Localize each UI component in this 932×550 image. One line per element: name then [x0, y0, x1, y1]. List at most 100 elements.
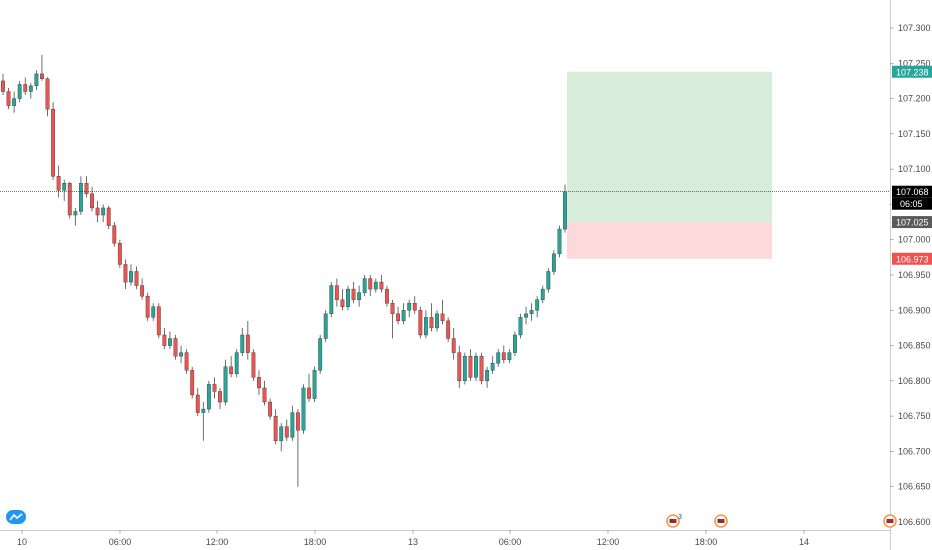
candle — [240, 327, 245, 357]
long-position-zones[interactable] — [567, 71, 772, 259]
candle-body-down — [6, 91, 11, 106]
candle-body-up — [362, 278, 367, 293]
candle-body-up — [474, 355, 478, 378]
candle — [156, 303, 161, 339]
countdown-label: 06:05 — [900, 199, 923, 209]
price-tag-label: 107.238 — [896, 67, 929, 77]
candle — [268, 398, 273, 420]
candle — [535, 296, 540, 318]
x-tick-label: 12:00 — [206, 537, 229, 547]
price-tag-bg — [892, 65, 932, 78]
candle-body-up — [323, 313, 328, 339]
candle-body-up — [168, 338, 172, 346]
candle — [51, 102, 56, 180]
candle — [318, 334, 323, 374]
x-tick-label: 14 — [799, 537, 809, 547]
tradingview-logo[interactable] — [6, 510, 26, 524]
candle-body-up — [535, 299, 540, 311]
time-axis[interactable]: 10 06:00 12:00 18:00 13 06:00 12:00 18:00 14 — [17, 530, 809, 547]
candle-body-up — [17, 84, 22, 99]
candle — [368, 275, 373, 297]
candle — [195, 387, 200, 417]
x-tick-label: 18:00 — [304, 537, 327, 547]
profit-target-zone[interactable] — [567, 71, 772, 223]
candle — [385, 285, 389, 307]
candle-body-down — [273, 415, 278, 442]
candle-body-down — [457, 352, 462, 382]
price-tag-bg — [892, 185, 932, 198]
countdown-tag: 06:05 — [892, 197, 932, 210]
candle — [557, 225, 562, 258]
candle-body-up — [462, 355, 467, 382]
candle-body-down — [251, 352, 256, 378]
candle — [446, 317, 451, 343]
candle-body-down — [184, 352, 189, 371]
candle-body-up — [518, 317, 523, 336]
event-flag-icon[interactable]: 3 — [666, 514, 682, 528]
price-axis[interactable]: 107.300 107.250 107.200 107.150 107.100 107.0… — [890, 23, 931, 527]
candle-body-up — [78, 183, 83, 212]
candle — [140, 278, 145, 300]
candle — [396, 306, 400, 325]
candle — [173, 334, 178, 360]
x-tick-label: 06:00 — [109, 537, 132, 547]
x-tick-label: 10 — [17, 537, 27, 547]
stop-loss-zone[interactable] — [567, 222, 772, 259]
candle-body-down — [145, 295, 150, 318]
candle-body-down — [1, 80, 5, 92]
candle-body-down — [295, 412, 300, 431]
candle-body-up — [546, 271, 551, 290]
candle — [307, 373, 311, 403]
candle — [28, 83, 33, 99]
candle-series — [1, 54, 567, 487]
candle — [312, 366, 317, 403]
candle-body-up — [34, 73, 39, 87]
candle — [423, 310, 428, 339]
flag-stripes — [669, 519, 677, 523]
event-flag-icon[interactable] — [714, 514, 728, 528]
candle — [346, 285, 350, 311]
candle — [295, 409, 300, 487]
candle — [379, 275, 384, 293]
candle-body-down — [173, 338, 178, 357]
candle-body-down — [190, 370, 195, 396]
candle — [546, 267, 551, 293]
candle-body-down — [106, 207, 111, 226]
candle-body-down — [51, 108, 56, 177]
candle — [184, 349, 189, 374]
candle-body-up — [524, 313, 528, 318]
candle-body-down — [334, 285, 339, 300]
candle-body-down — [156, 306, 161, 336]
event-flag-icon[interactable] — [883, 514, 897, 528]
candle — [468, 349, 473, 381]
candle — [529, 303, 534, 321]
candle — [62, 179, 67, 201]
candle — [95, 200, 100, 223]
candle-body-down — [140, 285, 145, 297]
candle — [496, 349, 501, 367]
x-tick-label: 06:00 — [499, 537, 522, 547]
candle — [201, 402, 206, 441]
candle-body-down — [284, 426, 289, 438]
candle — [206, 380, 211, 413]
y-tick-label: 107.250 — [898, 58, 931, 68]
candle-body-up — [234, 352, 239, 374]
candle — [134, 266, 139, 290]
candle — [323, 310, 328, 343]
candle-body-down — [112, 225, 117, 244]
candle-body-up — [301, 387, 306, 431]
candle-body-down — [40, 73, 44, 80]
candle — [334, 278, 339, 307]
candle — [67, 181, 72, 219]
candle-body-down — [162, 334, 167, 346]
candle-body-down — [440, 313, 445, 322]
price-tag: 106.973 — [892, 252, 932, 265]
countdown-bg — [892, 197, 932, 210]
candle-body-down — [479, 355, 484, 382]
candle-body-down — [368, 278, 373, 290]
price-tag-label: 106.973 — [896, 254, 929, 264]
candle — [145, 292, 150, 321]
candle — [551, 250, 556, 275]
y-tick-label: 106.650 — [898, 482, 931, 492]
